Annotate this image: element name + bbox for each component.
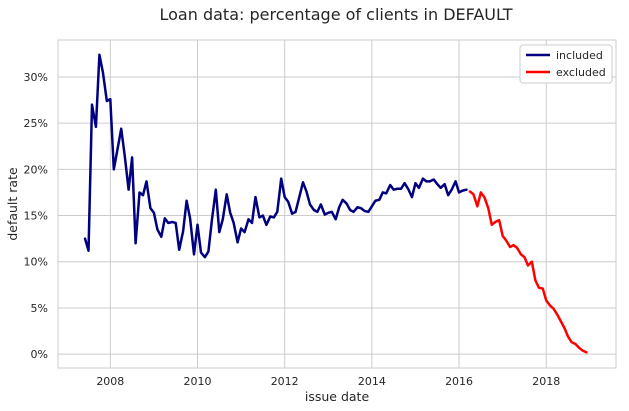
series-line-excluded (468, 190, 588, 354)
y-tick-label: 30% (24, 71, 48, 84)
y-axis-label: default rate (5, 167, 20, 241)
legend: included excluded (519, 44, 613, 84)
x-tick-label: 2010 (184, 375, 212, 388)
x-tick-label: 2018 (532, 375, 560, 388)
x-tick-label: 2012 (271, 375, 299, 388)
y-tick-label: 5% (31, 302, 48, 315)
x-tick-label: 2016 (445, 375, 473, 388)
chart-title: Loan data: percentage of clients in DEFA… (160, 5, 513, 24)
series-layer (83, 53, 588, 354)
legend-label-excluded: excluded (556, 66, 606, 79)
x-tick-label: 2014 (358, 375, 386, 388)
y-tick-label: 25% (24, 117, 48, 130)
series-line-included (83, 53, 468, 259)
legend-label-included: included (556, 49, 603, 62)
x-axis-label: issue date (305, 389, 370, 404)
y-tick-label: 15% (24, 210, 48, 223)
x-axis-ticks: 2008 2010 2012 2014 2016 2018 (96, 375, 560, 388)
x-tick-label: 2008 (96, 375, 124, 388)
y-tick-label: 0% (31, 348, 48, 361)
plot-background (57, 39, 617, 369)
y-tick-label: 10% (24, 256, 48, 269)
y-tick-label: 20% (24, 163, 48, 176)
y-axis-ticks: 0% 5% 10% 15% 20% 25% 30% (24, 71, 48, 361)
